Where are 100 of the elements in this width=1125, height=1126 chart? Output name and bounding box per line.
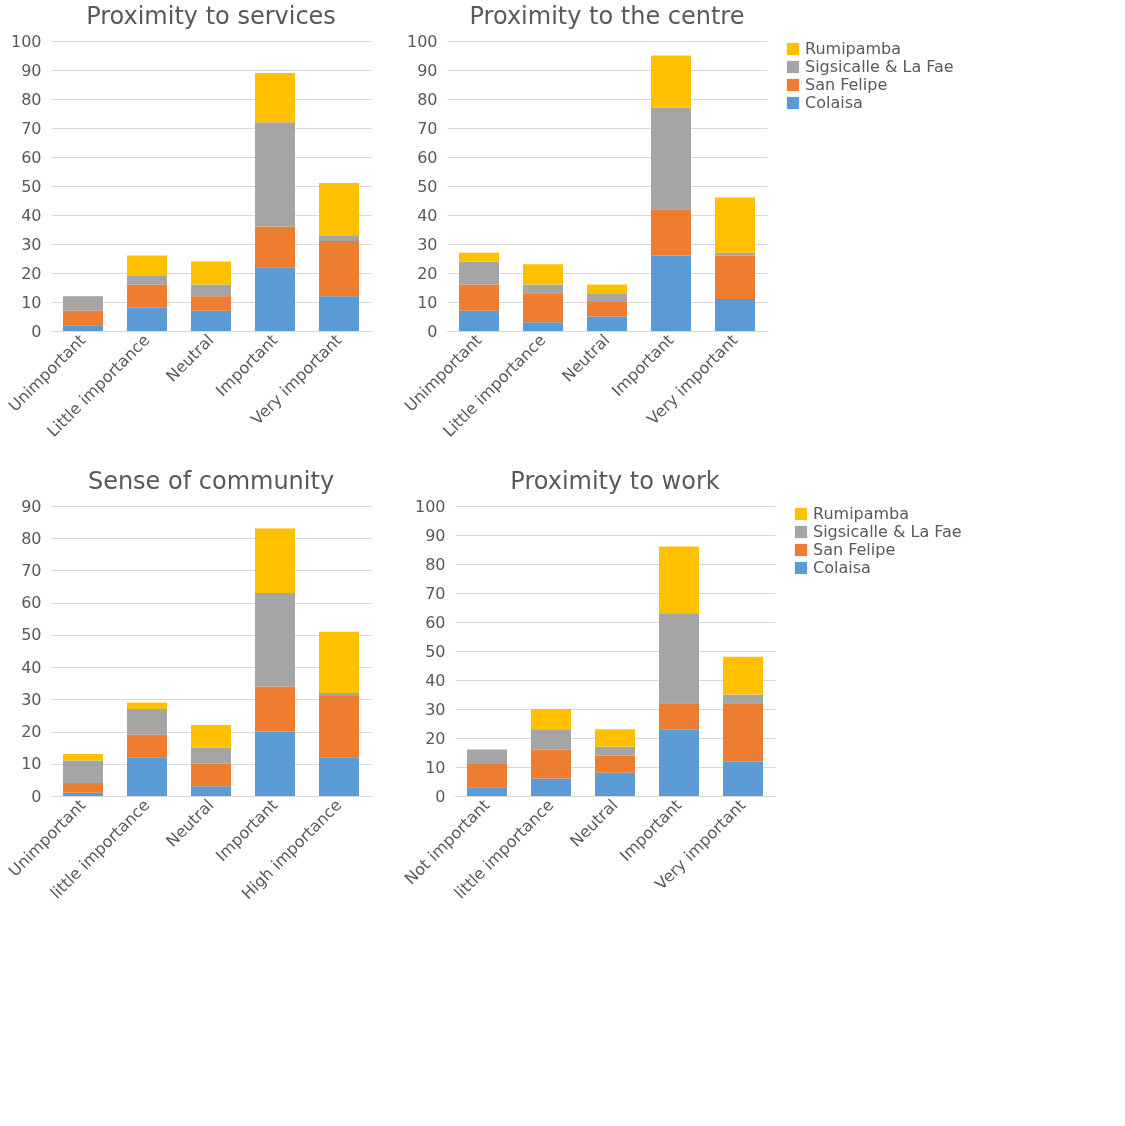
bar <box>319 696 359 758</box>
y-tick-label: 50 <box>21 176 42 196</box>
bar <box>659 703 699 730</box>
bar <box>523 284 563 294</box>
bar <box>63 296 103 311</box>
legend-label: Rumipamba <box>813 504 910 523</box>
bar <box>659 546 699 614</box>
chart-title: Proximity to work <box>510 467 720 495</box>
bar <box>459 261 499 285</box>
y-tick-label: 60 <box>21 147 42 167</box>
bar <box>63 792 103 796</box>
bar <box>127 702 167 709</box>
bar <box>127 709 167 735</box>
y-tick-label: 10 <box>425 757 446 777</box>
y-tick-label: 10 <box>417 292 438 312</box>
bar <box>191 747 231 764</box>
y-tick-label: 30 <box>425 699 446 719</box>
y-tick-label: 90 <box>417 60 438 80</box>
legend-label: Colaisa <box>805 93 863 112</box>
y-tick-label: 50 <box>425 641 446 661</box>
bar <box>651 209 691 256</box>
bar <box>531 778 571 796</box>
bar <box>255 686 295 732</box>
bar <box>723 761 763 796</box>
bar <box>595 746 635 756</box>
bar <box>191 261 231 285</box>
y-tick-label: 100 <box>10 31 42 51</box>
bar <box>127 307 167 331</box>
bar <box>191 763 231 787</box>
y-tick-label: 0 <box>435 786 446 806</box>
bar <box>127 734 167 758</box>
y-tick-label: 40 <box>425 670 446 690</box>
y-tick-label: 100 <box>414 496 446 516</box>
bar <box>127 275 167 285</box>
bar <box>595 729 635 747</box>
bar <box>587 302 627 317</box>
y-tick-label: 0 <box>427 321 438 341</box>
bar <box>659 729 699 796</box>
bar <box>319 692 359 697</box>
y-tick-label: 20 <box>425 728 446 748</box>
bar <box>191 296 231 311</box>
y-tick-label: 90 <box>21 60 42 80</box>
y-tick-label: 40 <box>21 657 42 677</box>
bar <box>255 731 295 796</box>
y-tick-label: 70 <box>21 118 42 138</box>
y-tick-label: 80 <box>417 89 438 109</box>
y-tick-label: 90 <box>425 525 446 545</box>
bar <box>715 299 755 331</box>
y-tick-label: 60 <box>21 593 42 613</box>
legend-label: San Felipe <box>805 75 888 94</box>
bar <box>191 786 231 796</box>
bar <box>127 284 167 308</box>
y-tick-label: 20 <box>417 263 438 283</box>
y-tick-label: 100 <box>406 31 438 51</box>
bar <box>715 255 755 300</box>
bar <box>467 764 507 788</box>
y-tick-label: 10 <box>21 754 42 774</box>
bar <box>319 757 359 796</box>
bar <box>191 725 231 748</box>
y-tick-label: 80 <box>21 89 42 109</box>
bar <box>319 235 359 242</box>
bar <box>651 255 691 331</box>
legend-label: Sigsicalle & La Fae <box>813 522 962 541</box>
bar <box>723 703 763 762</box>
bar <box>319 631 359 693</box>
bar <box>587 316 627 331</box>
y-tick-label: 40 <box>417 205 438 225</box>
bar <box>63 760 103 784</box>
bar <box>651 55 691 108</box>
bar <box>595 772 635 796</box>
legend-label: Sigsicalle & La Fae <box>805 57 954 76</box>
chart-title: Proximity to the centre <box>469 2 745 30</box>
bar <box>467 749 507 765</box>
bar <box>63 310 103 326</box>
bar <box>723 656 763 695</box>
bar <box>255 226 295 268</box>
bar <box>651 107 691 210</box>
chart-title: Proximity to services <box>86 2 336 30</box>
bar <box>255 593 295 687</box>
bar <box>531 709 571 730</box>
bar <box>531 749 571 779</box>
y-tick-label: 50 <box>21 625 42 645</box>
y-tick-label: 30 <box>21 234 42 254</box>
chart-title: Sense of community <box>87 467 335 495</box>
bar <box>127 757 167 796</box>
bar <box>459 284 499 311</box>
bar <box>723 694 763 704</box>
y-tick-label: 30 <box>417 234 438 254</box>
bar <box>191 284 231 297</box>
y-tick-label: 30 <box>21 689 42 709</box>
bar <box>715 197 755 253</box>
y-tick-label: 0 <box>31 321 42 341</box>
bar <box>255 122 295 227</box>
bar <box>459 310 499 331</box>
bar <box>587 293 627 302</box>
bar <box>255 528 295 593</box>
bar <box>127 255 167 276</box>
y-tick-label: 0 <box>31 786 42 806</box>
bar <box>715 252 755 256</box>
bar <box>531 729 571 750</box>
